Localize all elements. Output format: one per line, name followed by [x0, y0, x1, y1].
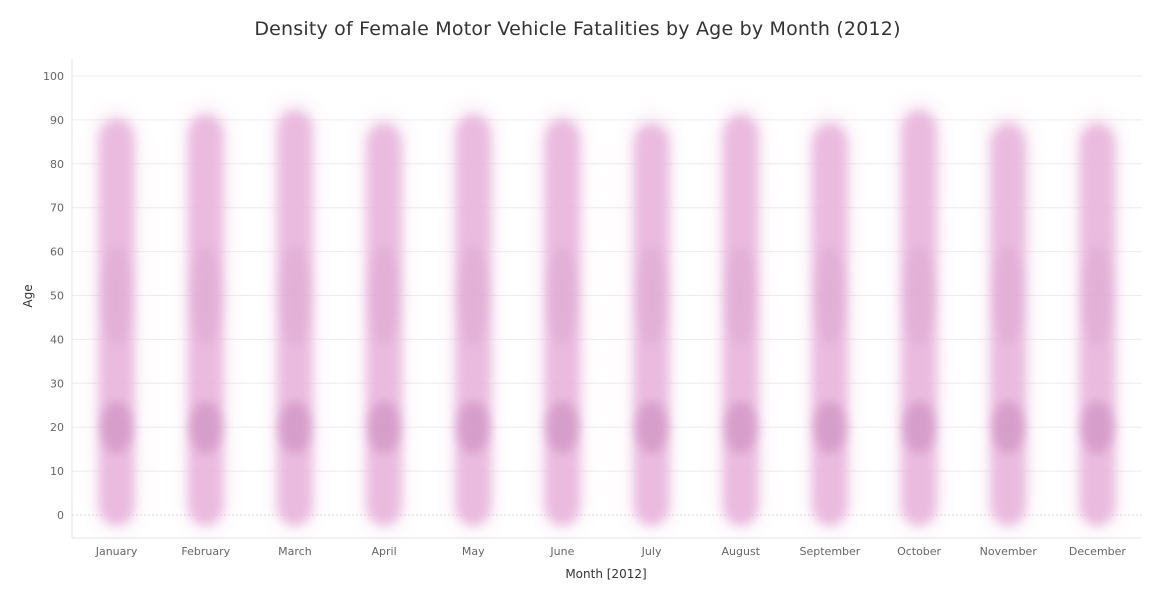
x-tick-label: February	[181, 545, 230, 558]
y-tick-label: 20	[50, 421, 64, 434]
x-tick-label: June	[549, 545, 574, 558]
y-tick-label: 90	[50, 114, 64, 127]
density-mid	[993, 245, 1024, 346]
y-tick-label: 80	[50, 158, 64, 171]
x-tick-label: August	[722, 545, 761, 558]
density-peak	[813, 401, 846, 454]
x-tick-label: November	[980, 545, 1038, 558]
y-tick-label: 30	[50, 377, 64, 390]
density-column-april	[364, 116, 405, 529]
density-peak	[546, 401, 579, 454]
density-peak	[635, 401, 668, 454]
density-peak	[992, 401, 1025, 454]
density-peak	[189, 401, 222, 454]
density-column-june	[542, 111, 583, 530]
density-mid	[101, 245, 132, 346]
density-column-september	[809, 116, 850, 529]
x-tick-label: July	[641, 545, 662, 558]
density-mid	[190, 245, 221, 346]
y-axis: 0 10 20 30 40 50 60 70 80 90 100	[43, 70, 64, 522]
density-peak	[903, 401, 936, 454]
density-mid	[369, 245, 400, 346]
y-tick-label: 60	[50, 246, 64, 259]
x-tick-label: October	[897, 545, 941, 558]
density-peak	[457, 401, 490, 454]
density-mid	[279, 245, 310, 346]
y-tick-label: 40	[50, 333, 64, 346]
density-peak	[724, 401, 757, 454]
y-tick-label: 0	[57, 509, 64, 522]
density-mid	[725, 245, 756, 346]
density-peak	[100, 401, 133, 454]
x-axis-title: Month [2012]	[565, 567, 646, 581]
x-tick-label: May	[462, 545, 485, 558]
x-tick-label: January	[95, 545, 138, 558]
density-column-january	[96, 111, 137, 530]
density-mid	[636, 245, 667, 346]
density-column-may	[453, 107, 494, 529]
x-tick-label: December	[1069, 545, 1127, 558]
density-column-december	[1077, 116, 1118, 529]
chart-title: Density of Female Motor Vehicle Fataliti…	[254, 18, 901, 40]
density-column-august	[720, 107, 761, 529]
density-mid	[1082, 245, 1113, 346]
density-column-october	[899, 103, 940, 530]
y-axis-title: Age	[21, 284, 35, 307]
y-tick-label: 70	[50, 202, 64, 215]
density-column-february	[185, 107, 226, 529]
density-peak	[1081, 401, 1114, 454]
density-column-november	[988, 116, 1029, 529]
x-tick-label: September	[800, 545, 861, 558]
x-tick-label: March	[278, 545, 312, 558]
density-mid	[547, 245, 578, 346]
x-tick-label: April	[372, 545, 397, 558]
y-tick-label: 10	[50, 465, 64, 478]
x-axis: January February March April May June July Augu…	[95, 545, 1127, 558]
density-peak	[368, 401, 401, 454]
density-mid	[814, 245, 845, 346]
gridlines	[71, 58, 1142, 539]
density-peak	[278, 401, 311, 454]
density-mid	[458, 245, 489, 346]
density-column-march	[274, 103, 315, 530]
density-mid	[904, 245, 935, 346]
y-tick-label: 100	[43, 70, 64, 83]
y-tick-label: 50	[50, 290, 64, 303]
density-column-july	[631, 116, 672, 529]
density-marks	[96, 103, 1118, 530]
